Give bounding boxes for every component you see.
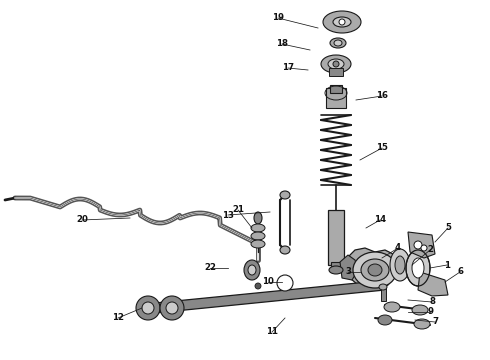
- Ellipse shape: [244, 260, 260, 280]
- Ellipse shape: [339, 19, 345, 25]
- Ellipse shape: [254, 212, 262, 224]
- Circle shape: [414, 241, 422, 249]
- Bar: [326, 88, 346, 108]
- Circle shape: [277, 275, 293, 291]
- Ellipse shape: [321, 55, 351, 73]
- Polygon shape: [340, 255, 358, 280]
- Ellipse shape: [251, 232, 265, 240]
- Ellipse shape: [330, 38, 346, 48]
- Ellipse shape: [334, 40, 342, 46]
- Ellipse shape: [280, 191, 290, 199]
- Text: 2: 2: [427, 246, 433, 255]
- Ellipse shape: [353, 252, 397, 288]
- Ellipse shape: [251, 240, 265, 248]
- Text: 13: 13: [222, 211, 234, 220]
- Ellipse shape: [248, 265, 256, 275]
- Polygon shape: [345, 248, 395, 290]
- Polygon shape: [418, 272, 448, 296]
- Polygon shape: [155, 280, 388, 313]
- Ellipse shape: [390, 249, 410, 281]
- Ellipse shape: [136, 296, 160, 320]
- Text: 3: 3: [345, 267, 351, 276]
- Ellipse shape: [323, 11, 361, 33]
- Text: 14: 14: [374, 216, 386, 225]
- Text: 19: 19: [272, 13, 284, 22]
- Text: 12: 12: [112, 314, 124, 323]
- Ellipse shape: [333, 17, 351, 27]
- Ellipse shape: [414, 319, 430, 329]
- Ellipse shape: [412, 305, 428, 315]
- Ellipse shape: [368, 264, 382, 276]
- Ellipse shape: [406, 250, 430, 286]
- Ellipse shape: [166, 302, 178, 314]
- Ellipse shape: [379, 284, 387, 290]
- Ellipse shape: [333, 61, 339, 67]
- Text: 1: 1: [444, 261, 450, 270]
- Bar: [330, 85, 342, 93]
- Ellipse shape: [412, 258, 424, 278]
- Circle shape: [421, 245, 427, 251]
- Text: 21: 21: [232, 206, 244, 215]
- Text: 9: 9: [427, 307, 433, 316]
- Text: 17: 17: [282, 63, 294, 72]
- Ellipse shape: [142, 302, 154, 314]
- Circle shape: [255, 283, 261, 289]
- Ellipse shape: [378, 315, 392, 325]
- Bar: [328, 210, 344, 265]
- Ellipse shape: [384, 302, 400, 312]
- Bar: [381, 287, 386, 301]
- Text: 10: 10: [262, 278, 274, 287]
- Text: 15: 15: [376, 144, 388, 153]
- Ellipse shape: [160, 296, 184, 320]
- Bar: [329, 68, 343, 76]
- Text: 11: 11: [266, 328, 278, 337]
- Text: 4: 4: [395, 243, 401, 252]
- Bar: [331, 262, 341, 270]
- Text: 6: 6: [457, 267, 463, 276]
- Text: 22: 22: [204, 264, 216, 273]
- Ellipse shape: [395, 256, 405, 274]
- Ellipse shape: [251, 224, 265, 232]
- Text: 16: 16: [376, 91, 388, 100]
- Ellipse shape: [329, 266, 343, 274]
- Ellipse shape: [280, 246, 290, 254]
- Ellipse shape: [361, 259, 389, 281]
- Text: 7: 7: [432, 318, 438, 327]
- Ellipse shape: [328, 59, 344, 69]
- Text: 8: 8: [429, 297, 435, 306]
- Text: 20: 20: [76, 216, 88, 225]
- Polygon shape: [408, 232, 435, 258]
- Text: 5: 5: [445, 224, 451, 233]
- Text: 18: 18: [276, 40, 288, 49]
